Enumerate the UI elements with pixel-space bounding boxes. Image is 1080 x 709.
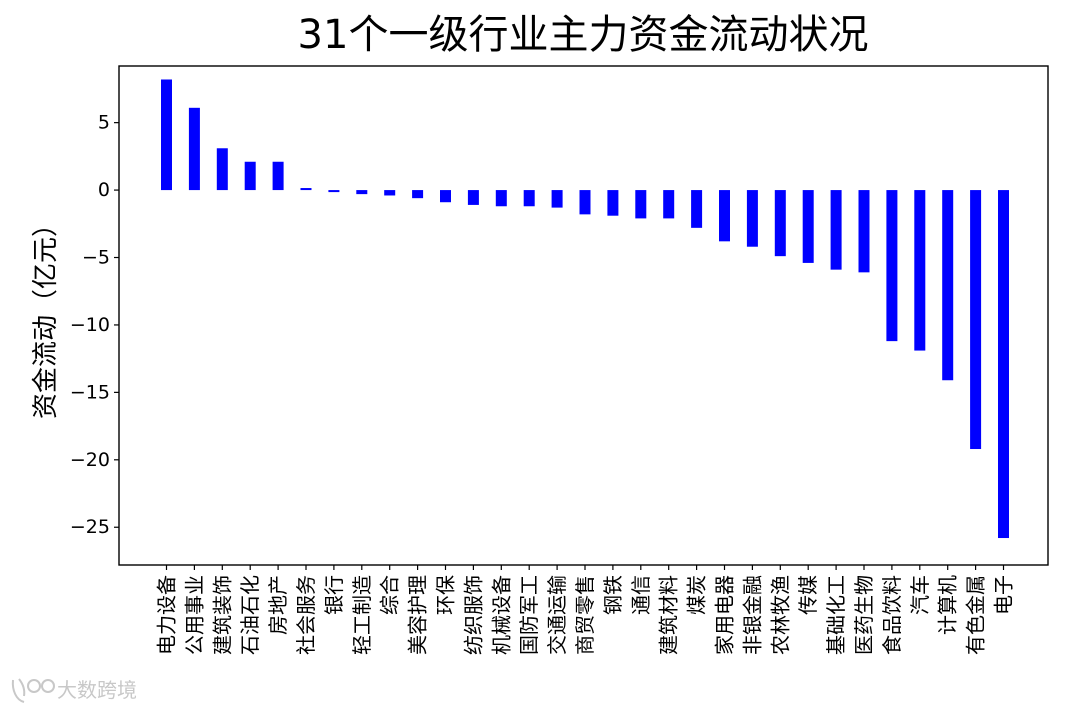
bar-3 bbox=[216, 148, 228, 191]
watermark-text: 大数跨境 bbox=[57, 678, 137, 702]
x-tick-label: 机械设备 bbox=[489, 575, 513, 655]
bar-6 bbox=[300, 188, 312, 191]
y-tick-label: −5 bbox=[82, 247, 110, 269]
bar-12 bbox=[467, 190, 479, 205]
x-tick-label: 非银金融 bbox=[740, 575, 764, 655]
x-tick-label: 银行 bbox=[322, 575, 346, 615]
bar-23 bbox=[774, 190, 786, 257]
bar-5 bbox=[272, 161, 284, 191]
bar-11 bbox=[440, 190, 451, 203]
x-tick-label: 有色金属 bbox=[964, 575, 988, 655]
x-tick-label: 纺织服饰 bbox=[461, 575, 485, 655]
bars bbox=[161, 79, 1009, 539]
bar-20 bbox=[691, 190, 703, 228]
x-tick-label: 石油石化 bbox=[238, 575, 262, 655]
bar-21 bbox=[719, 190, 730, 242]
bar-25 bbox=[830, 190, 842, 270]
bar-10 bbox=[412, 190, 424, 199]
x-tick-label: 煤炭 bbox=[685, 575, 709, 615]
bar-7 bbox=[328, 190, 340, 193]
bar-8 bbox=[356, 190, 368, 195]
bar-27 bbox=[886, 190, 898, 342]
y-axis-label: 资金流动（亿元） bbox=[31, 211, 61, 419]
x-tick-label: 家用电器 bbox=[713, 575, 737, 655]
y-tick-label: −25 bbox=[70, 516, 110, 538]
bar-31 bbox=[998, 190, 1009, 539]
bar-28 bbox=[914, 190, 926, 351]
x-axis: 电力设备 公用事业 建筑装饰 石油石化 房地产 社会服务 银行 轻工制造 综合 美容护理 环保 纺织服… bbox=[155, 565, 1016, 655]
x-tick-label: 国防军工 bbox=[517, 575, 541, 655]
x-tick-label: 汽车 bbox=[908, 575, 932, 615]
bar-18 bbox=[635, 190, 647, 219]
x-tick-label: 传媒 bbox=[796, 575, 820, 615]
bar-15 bbox=[551, 190, 563, 208]
y-tick-label: −15 bbox=[70, 381, 110, 403]
x-tick-label: 建筑装饰 bbox=[210, 575, 234, 655]
x-tick-label: 电力设备 bbox=[155, 575, 179, 655]
x-tick-label: 公用事业 bbox=[182, 575, 206, 655]
bar-4 bbox=[244, 161, 256, 191]
x-tick-label: 食品饮料 bbox=[880, 575, 904, 655]
x-tick-label: 轻工制造 bbox=[350, 575, 374, 655]
x-tick-label: 农林牧渔 bbox=[768, 575, 792, 655]
bar-9 bbox=[384, 190, 396, 196]
bar-2 bbox=[188, 107, 200, 191]
x-tick-label: 通信 bbox=[629, 575, 653, 615]
x-tick-label: 交通运输 bbox=[545, 575, 569, 655]
chart-title: 31个一级行业主力资金流动状况 bbox=[298, 12, 869, 58]
bar-19 bbox=[663, 190, 675, 219]
y-axis: 5 0 −5 −10 −15 −20 −25 bbox=[70, 112, 119, 538]
bar-14 bbox=[523, 190, 535, 207]
x-tick-label: 建筑材料 bbox=[657, 575, 681, 655]
y-tick-label: 5 bbox=[98, 112, 110, 134]
x-tick-label: 社会服务 bbox=[294, 575, 318, 655]
x-tick-label: 商贸零售 bbox=[573, 575, 597, 655]
x-tick-label: 综合 bbox=[378, 575, 402, 615]
bar-30 bbox=[970, 190, 982, 450]
x-tick-label: 计算机 bbox=[936, 575, 960, 635]
x-tick-label: 钢铁 bbox=[601, 575, 625, 615]
y-tick-label: −10 bbox=[70, 314, 110, 336]
y-tick-label: −20 bbox=[70, 449, 110, 471]
y-tick-label: 0 bbox=[98, 179, 110, 201]
x-tick-label: 电子 bbox=[992, 575, 1016, 615]
x-tick-label: 医药生物 bbox=[852, 575, 876, 655]
plot-area: 5 0 −5 −10 −15 −20 −25 电力设备 公用事业 建筑装饰 石油石化 房地产 社会服务… bbox=[70, 65, 1049, 655]
bar-22 bbox=[746, 190, 758, 247]
bar-29 bbox=[942, 190, 954, 381]
x-tick-label: 房地产 bbox=[266, 575, 290, 635]
bar-16 bbox=[579, 190, 591, 215]
bar-13 bbox=[495, 190, 507, 207]
x-tick-label: 基础化工 bbox=[824, 575, 848, 655]
bar-26 bbox=[858, 190, 870, 273]
brand-logo-icon bbox=[11, 678, 55, 703]
x-tick-label: 美容护理 bbox=[406, 575, 430, 655]
bar-24 bbox=[802, 190, 814, 263]
watermark: 大数跨境 bbox=[11, 678, 137, 703]
bar-17 bbox=[607, 190, 619, 216]
plot-frame bbox=[118, 65, 1049, 566]
x-tick-label: 环保 bbox=[434, 575, 458, 615]
bar-1 bbox=[161, 79, 172, 191]
